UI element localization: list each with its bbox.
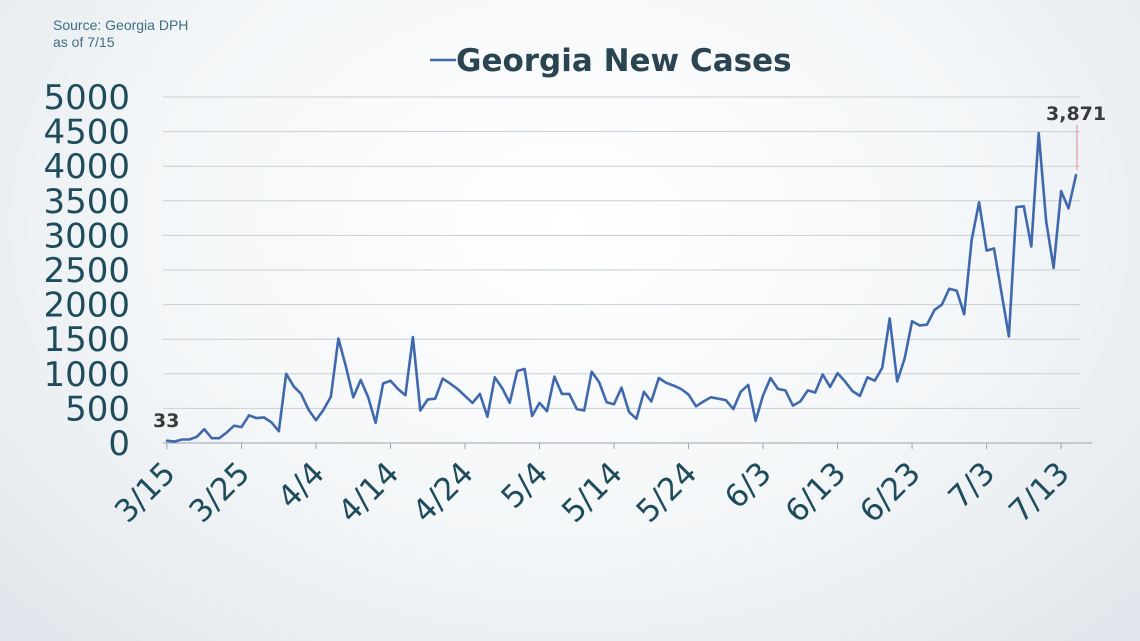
x-tick-label: 5/4 <box>494 455 555 516</box>
x-tick-label: 4/4 <box>271 455 332 516</box>
x-axis: 3/15 3/25 4/4 4/14 4/24 5/4 5/14 5/24 6/3 6/13 6/2… <box>108 442 1092 530</box>
series-line-georgia-new-cases <box>165 131 1078 443</box>
y-tick-label: 0 <box>108 424 130 464</box>
y-tick-label: 2500 <box>43 251 130 291</box>
x-tick-label: 6/3 <box>718 455 779 516</box>
x-tick-label: 3/15 <box>108 455 183 530</box>
x-tick-label: 7/13 <box>1002 455 1077 530</box>
source-line: Source: Georgia DPH <box>53 17 189 33</box>
y-tick-label: 1000 <box>43 355 130 395</box>
last-value-label: 3,871 <box>1046 103 1106 125</box>
y-tick-label: 4500 <box>43 113 130 153</box>
y-tick-label: 3000 <box>43 216 130 256</box>
y-tick-label: 5000 <box>43 78 130 118</box>
x-tick-label: 5/14 <box>555 455 630 530</box>
y-tick-label: 4000 <box>43 147 130 187</box>
source-date: as of 7/15 <box>53 34 115 50</box>
y-tick-label: 1500 <box>43 320 130 360</box>
x-tick-label: 6/13 <box>779 455 854 530</box>
first-value-label: 33 <box>153 410 179 432</box>
source-note: Source: Georgia DPH as of 7/15 <box>53 17 188 51</box>
x-tick-label: 4/24 <box>406 455 481 530</box>
x-tick-label: 7/3 <box>942 455 1003 516</box>
chart-legend: Georgia New Cases <box>430 43 792 79</box>
y-tick-label: 3500 <box>43 182 130 222</box>
y-tick-label: 500 <box>65 389 130 429</box>
x-tick-label: 6/23 <box>853 455 928 530</box>
x-tick-label: 5/24 <box>630 455 705 530</box>
y-tick-label: 2000 <box>43 286 130 326</box>
x-tick-label: 4/14 <box>331 455 406 530</box>
chart-title: Georgia New Cases <box>456 43 792 79</box>
series <box>165 131 1078 443</box>
grid-lines <box>163 96 1080 444</box>
x-tick-label: 3/25 <box>182 455 257 530</box>
